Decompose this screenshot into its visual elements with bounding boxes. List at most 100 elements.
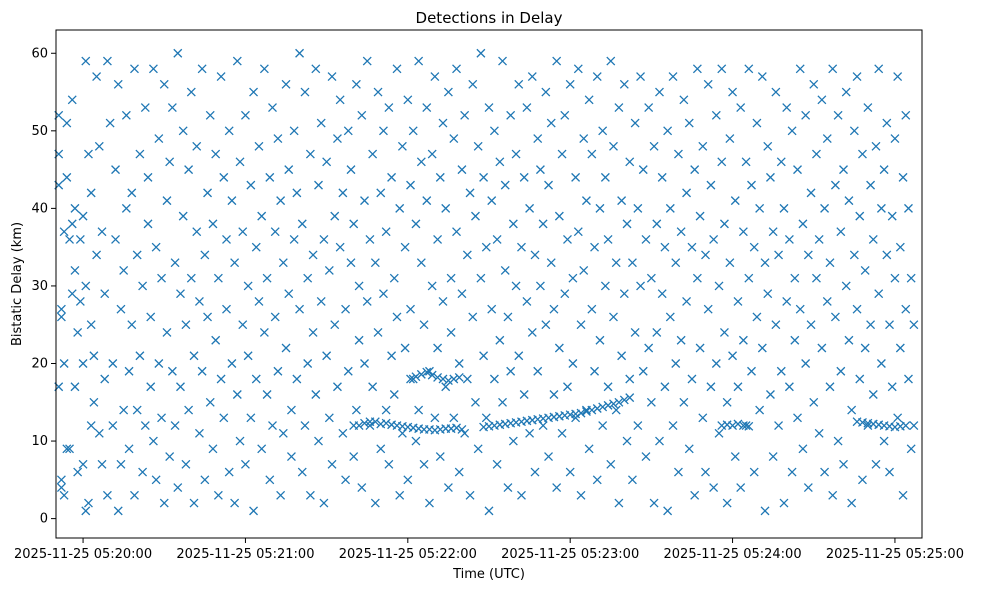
data-point (314, 436, 323, 446)
data-point (811, 273, 821, 283)
data-point (568, 273, 578, 283)
data-point (97, 227, 107, 237)
data-point (397, 141, 407, 151)
data-point (719, 328, 729, 337)
data-point (663, 506, 673, 516)
data-point (438, 374, 448, 384)
data-point (514, 351, 524, 361)
data-point (625, 157, 635, 167)
data-point (435, 452, 445, 462)
data-point (384, 103, 394, 113)
data-point (606, 459, 616, 469)
data-point (192, 141, 202, 151)
data-point (135, 149, 145, 159)
data-point (749, 242, 759, 252)
data-point (403, 95, 413, 105)
data-point (70, 203, 80, 213)
data-point (565, 79, 575, 89)
data-point (728, 87, 738, 97)
data-point (519, 390, 529, 399)
data-point (351, 405, 361, 415)
data-point (484, 103, 494, 113)
data-point (901, 110, 911, 120)
data-point (135, 351, 145, 361)
data-point (611, 258, 621, 268)
data-point (365, 234, 375, 244)
data-point (682, 188, 692, 198)
data-point (544, 452, 553, 462)
data-point (679, 95, 689, 105)
data-point (154, 134, 164, 144)
data-point (487, 196, 497, 206)
data-point (130, 64, 139, 74)
data-point (184, 165, 194, 175)
data-point (617, 351, 627, 361)
data-point (373, 328, 383, 337)
data-point (162, 328, 172, 337)
data-point (414, 405, 424, 415)
data-point (370, 498, 380, 508)
data-point (790, 273, 800, 283)
data-point (235, 436, 245, 446)
data-points (54, 48, 919, 516)
data-point (641, 452, 651, 462)
data-point (649, 141, 659, 151)
data-point (906, 273, 916, 283)
data-point (84, 149, 93, 159)
data-point (457, 165, 467, 175)
data-point (782, 296, 792, 306)
data-point (695, 211, 705, 221)
data-point (603, 400, 613, 410)
data-point (600, 281, 610, 291)
data-point (73, 467, 83, 477)
data-point (416, 157, 426, 167)
data-point (102, 56, 112, 66)
data-point (744, 64, 754, 74)
data-point (224, 467, 234, 477)
data-point (297, 467, 307, 477)
data-point (59, 359, 69, 368)
data-point (619, 289, 629, 299)
data-point (454, 372, 464, 382)
data-point (885, 467, 894, 477)
data-point (801, 359, 811, 368)
data-point (487, 304, 497, 314)
data-point (760, 506, 770, 516)
data-point (592, 404, 602, 413)
data-point (863, 103, 873, 113)
data-point (898, 172, 908, 182)
data-point (273, 134, 283, 144)
data-point (554, 211, 564, 221)
data-point (844, 335, 854, 345)
data-point (833, 436, 843, 446)
data-point (186, 87, 196, 97)
data-point (552, 483, 562, 493)
data-point (733, 296, 743, 306)
data-point (606, 56, 616, 66)
data-point (830, 180, 840, 190)
data-point (178, 211, 188, 221)
x-tick-label: 2025-11-25 05:21:00 (176, 547, 314, 562)
data-point (711, 110, 721, 120)
data-point (332, 134, 342, 144)
data-point (476, 48, 486, 58)
data-point (909, 421, 919, 431)
data-point (308, 250, 318, 260)
data-point (646, 397, 656, 407)
data-point (341, 304, 351, 314)
data-point (92, 72, 102, 81)
data-point (506, 366, 516, 376)
data-point (774, 250, 784, 260)
data-point (641, 234, 651, 244)
data-point (184, 405, 194, 415)
data-point (130, 490, 139, 500)
data-point (230, 258, 240, 268)
data-point (227, 196, 237, 206)
data-point (557, 149, 567, 159)
y-tick-label: 10 (31, 434, 48, 449)
data-point (452, 64, 461, 74)
data-point (452, 423, 461, 433)
data-point (116, 304, 126, 314)
data-point (395, 203, 405, 213)
data-point (904, 374, 913, 384)
